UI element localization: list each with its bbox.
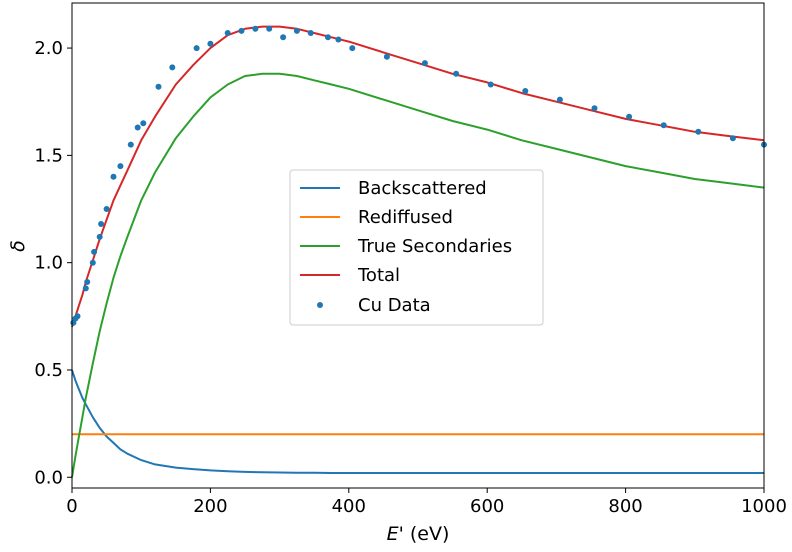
cu-data-point <box>193 45 200 52</box>
y-tick-label: 1.0 <box>34 253 63 274</box>
cu-data-point <box>293 27 300 34</box>
cu-data-point <box>91 248 98 255</box>
legend-label-backscattered: Backscattered <box>358 178 487 199</box>
x-axis: 0 200 400 600 800 1000 <box>66 488 787 517</box>
cu-data-point <box>74 313 81 320</box>
cu-data-point <box>84 279 91 285</box>
cu-data-point <box>487 81 494 88</box>
cu-data-point <box>82 285 89 292</box>
cu-data-point <box>252 25 259 32</box>
x-tick-label: 600 <box>470 496 504 517</box>
cu-data-point <box>134 124 141 131</box>
cu-data-point <box>556 96 563 103</box>
cu-data-point <box>140 120 147 127</box>
x-axis-label-italic: E <box>387 523 399 545</box>
cu-data-point <box>224 30 231 36</box>
cu-data-point <box>280 34 287 41</box>
legend-label-total: Total <box>357 265 400 286</box>
cu-data-point <box>207 40 214 47</box>
legend-label-cu-data: Cu Data <box>358 295 431 316</box>
cu-data-point <box>307 30 314 36</box>
y-axis-label: δ <box>7 240 29 252</box>
cu-data-point <box>591 105 598 112</box>
series-line-true-secondaries <box>71 72 765 478</box>
cu-data-point <box>169 64 176 71</box>
cu-data-point <box>421 60 428 67</box>
cu-data-point <box>660 122 667 129</box>
legend: Backscattered Rediffused True Secondarie… <box>289 169 544 326</box>
cu-data-point <box>89 259 96 266</box>
cu-data-point <box>127 141 134 148</box>
plot-frame <box>71 2 765 489</box>
cu-data-point <box>729 135 736 142</box>
plot-marks <box>70 25 767 478</box>
x-axis-label: E' (eV) <box>387 523 450 545</box>
cu-data-point <box>453 70 460 77</box>
y-axis: 0.0 0.5 1.0 1.5 2.0 <box>34 38 72 488</box>
x-tick-label: 1000 <box>741 496 787 517</box>
y-tick-label: 1.5 <box>34 145 63 166</box>
cu-data-point <box>522 88 529 94</box>
cu-data-point <box>626 113 633 120</box>
legend-label-true-secondaries: True Secondaries <box>357 236 512 257</box>
series-line-backscattered <box>71 369 764 474</box>
cu-data-point <box>117 163 124 170</box>
x-axis-label-rest: ' (eV) <box>399 523 450 545</box>
x-tick-label: 800 <box>608 496 642 517</box>
cu-data-point <box>695 128 702 135</box>
y-tick-label: 2.0 <box>34 38 63 59</box>
cu-data-point <box>103 206 110 212</box>
cu-data-point <box>383 53 390 60</box>
y-tick-label: 0.5 <box>34 360 63 381</box>
x-tick-label: 0 <box>66 496 77 517</box>
legend-label-rediffused: Rediffused <box>358 207 453 228</box>
cu-data-point <box>155 83 162 90</box>
y-tick-label: 0.0 <box>34 467 63 488</box>
legend-box <box>289 169 544 326</box>
cu-data-point <box>325 34 331 41</box>
cu-data-point <box>96 233 103 240</box>
x-tick-label: 200 <box>193 496 227 517</box>
cu-data-point <box>349 45 356 52</box>
cu-data-point <box>238 27 245 34</box>
cu-data-point <box>335 36 342 43</box>
cu-data-point <box>110 173 117 180</box>
cu-data-point <box>98 221 105 227</box>
x-tick-label: 400 <box>332 496 366 517</box>
cu-data-point <box>266 25 273 32</box>
legend-marker-cu-data <box>317 302 323 308</box>
